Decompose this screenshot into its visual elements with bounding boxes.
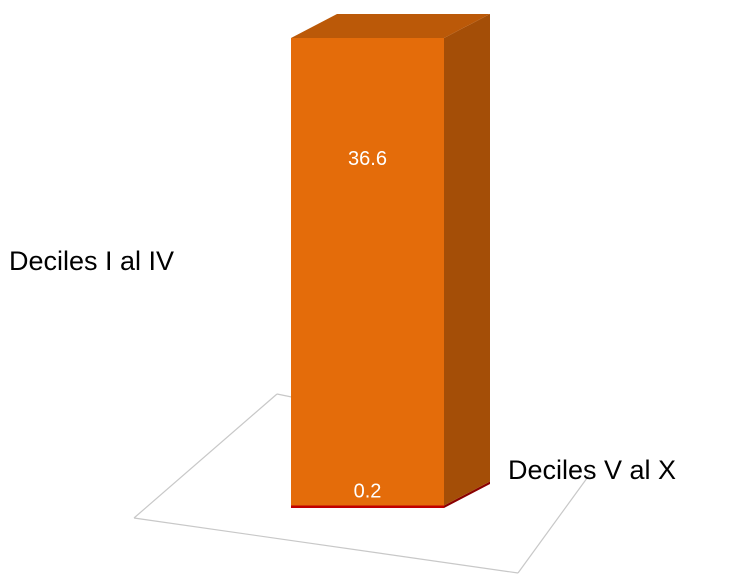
bar-series-1-front [291,38,444,506]
floor-edge-front [133,517,519,574]
floor-edge-right [517,473,591,574]
bar-series-1-side [444,14,490,506]
series-label-1: Deciles I al IV [9,246,174,276]
series-label-0: Deciles V al X [508,455,676,485]
data-label-series-1: 36.6 [348,148,387,170]
chart-bars [291,14,490,508]
chart-labels: 0.2 36.6 Deciles V al X Deciles I al IV [9,148,676,503]
data-label-series-0: 0.2 [354,480,382,502]
floor-edge-left [133,393,278,519]
bar-series-1-top [291,14,490,38]
bar-series-0-side [444,481,490,508]
bar-series-0-front [291,505,444,508]
